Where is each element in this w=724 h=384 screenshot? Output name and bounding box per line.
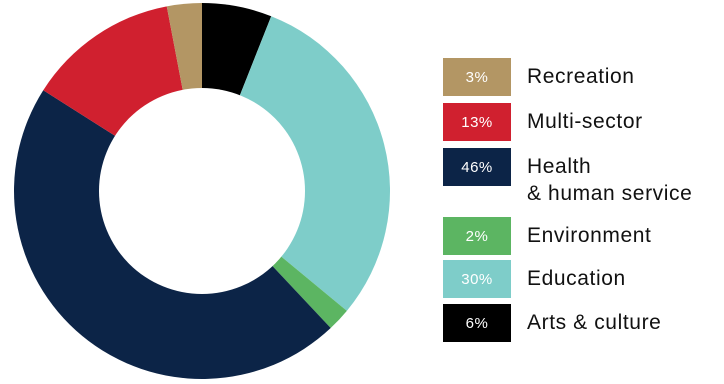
legend-value-environment: 2%: [465, 227, 489, 245]
legend-swatch-multi-sector: 13%: [443, 103, 511, 141]
legend-item-arts-culture: 6% Arts & culture: [443, 304, 661, 342]
legend-swatch-recreation: 3%: [443, 58, 511, 96]
legend-value-recreation: 3%: [465, 68, 489, 86]
legend-swatch-arts-culture: 6%: [443, 304, 511, 342]
legend-swatch-education: 30%: [443, 260, 511, 298]
legend-item-health: 46% Health & human service: [443, 148, 692, 207]
legend-item-recreation: 3% Recreation: [443, 58, 635, 96]
legend-value-education: 30%: [461, 270, 493, 288]
legend-item-education: 30% Education: [443, 260, 626, 298]
legend-item-environment: 2% Environment: [443, 217, 652, 255]
legend-value-arts-culture: 6%: [465, 314, 489, 332]
legend-label-multi-sector: Multi-sector: [527, 110, 643, 133]
legend-label-education: Education: [527, 267, 626, 290]
legend-label-environment: Environment: [527, 224, 652, 247]
legend-swatch-health: 46%: [443, 148, 511, 186]
legend: 3% Recreation 13% Multi-sector 46% Healt…: [443, 0, 724, 384]
legend-value-health: 46%: [461, 158, 493, 176]
legend-label-recreation: Recreation: [527, 65, 635, 88]
donut-hole: [99, 88, 305, 294]
legend-swatch-environment: 2%: [443, 217, 511, 255]
legend-label-arts-culture: Arts & culture: [527, 311, 662, 334]
legend-value-multi-sector: 13%: [461, 113, 493, 131]
donut-chart: [14, 2, 391, 379]
legend-item-multi-sector: 13% Multi-sector: [443, 103, 643, 141]
legend-label-health: Health & human service: [527, 155, 693, 205]
